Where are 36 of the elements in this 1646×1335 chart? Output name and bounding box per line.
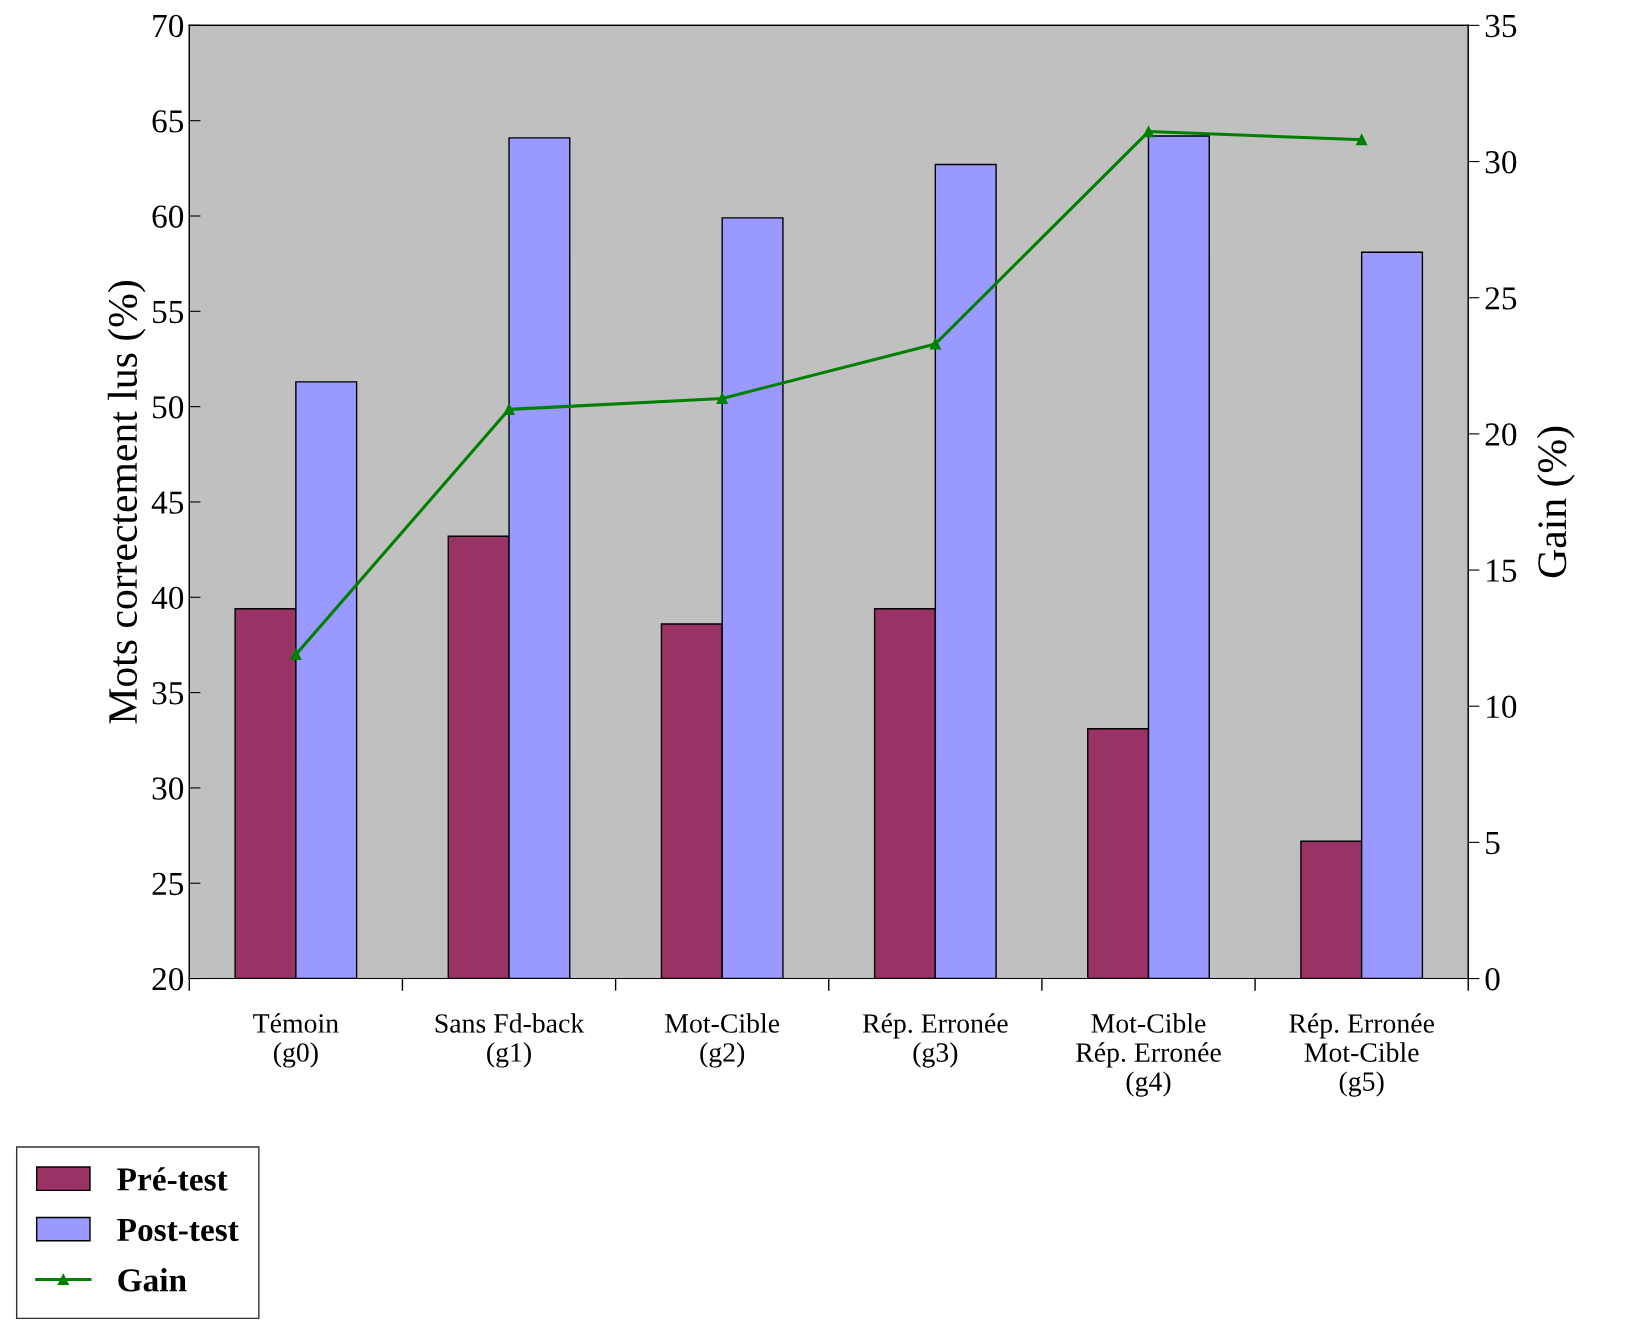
x-tick-label: Mot-Cible (g2) (665, 1013, 780, 1068)
point (716, 392, 728, 405)
y-axis-title: Mots correctement lus (%) (107, 281, 146, 724)
legend-label: Gain (118, 1268, 187, 1292)
x-tick-label: Témoin (g0) (253, 1013, 339, 1068)
x-tick-label: Sans Fd-back (g1) (435, 1013, 585, 1068)
y2-tick-label: 20 (1485, 423, 1517, 446)
y2-tick-label: 25 (1485, 287, 1517, 310)
y-tick-label: 35 (152, 682, 184, 705)
point (929, 338, 941, 350)
point (503, 403, 515, 415)
y-tick-label: 60 (152, 205, 184, 228)
y2-tick-label: 10 (1487, 695, 1517, 719)
legend-label: Post-test (117, 1218, 239, 1242)
y-tick-label: 50 (153, 396, 184, 419)
point (1356, 134, 1368, 146)
x-tick-label: Rép. Erronée (g3) (862, 1013, 1008, 1068)
y2-tick-label: 35 (1485, 14, 1517, 38)
y2-tick-label: 0 (1485, 967, 1500, 991)
y-tick-label: 25 (152, 872, 184, 896)
y-tick-label: 65 (152, 110, 184, 133)
y2-axis-title: Gain (%) (1536, 426, 1575, 578)
y-tick-label: 55 (153, 301, 184, 324)
y2-tick-label: 5 (1486, 832, 1500, 855)
y-tick-label: 40 (151, 586, 184, 610)
x-tick-label: Rép. Erronée Mot-Cible (g5) (1289, 1013, 1434, 1097)
y-tick-label: 20 (152, 967, 184, 991)
y-tick-label: 70 (153, 14, 184, 38)
x-tick-label: Mot-Cible Rép. Erronée (g4) (1076, 1013, 1221, 1097)
y2-tick-label: 30 (1485, 150, 1517, 174)
y2-tick-label: 15 (1487, 559, 1517, 582)
legend-label: Pré-test (117, 1167, 228, 1191)
point (290, 648, 302, 661)
y-tick-label: 30 (152, 777, 184, 800)
point (1142, 126, 1155, 138)
y-tick-label: 45 (151, 491, 184, 514)
